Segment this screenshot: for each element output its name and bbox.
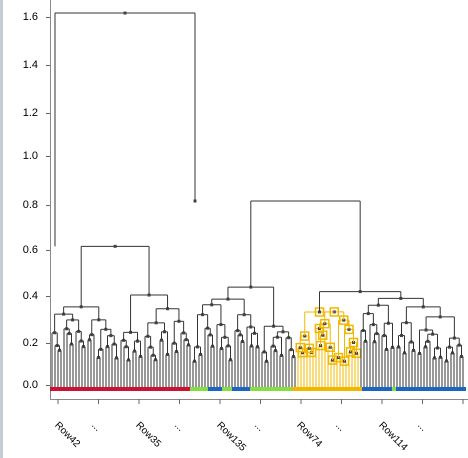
cluster-color-strip: [50, 387, 190, 391]
x-axis-line: [50, 399, 468, 400]
y-tick-label: 1.4: [22, 59, 38, 71]
tree-node: [123, 11, 127, 15]
y-tick-mark: [46, 113, 50, 114]
tree-node: [113, 244, 117, 248]
y-tick-mark: [46, 343, 50, 344]
y-tick-mark: [46, 205, 50, 206]
y-tick-label: 0.4: [22, 290, 38, 302]
y-tick-mark: [46, 17, 50, 18]
y-tick-label: 1.6: [22, 11, 38, 23]
y-tick-mark: [46, 250, 50, 251]
cluster-color-strip: [222, 387, 232, 391]
cluster-color-strip: [190, 387, 208, 391]
cluster-color-strip: [396, 387, 466, 391]
cluster-color-strip: [362, 387, 392, 391]
y-tick-label: 0.2: [22, 337, 38, 349]
cluster-color-strip: [392, 387, 396, 391]
cluster-color-strip: [250, 387, 292, 391]
panel-left-border: [0, 0, 3, 458]
y-tick-mark: [46, 65, 50, 66]
y-tick-label: 1.2: [22, 107, 38, 119]
cluster-color-strip: [292, 387, 362, 391]
y-tick-mark: [46, 156, 50, 157]
cluster-color-strip: [208, 387, 222, 391]
y-tick-label: 0.8: [22, 199, 38, 211]
y-tick-mark: [46, 296, 50, 297]
cluster-color-strip: [232, 387, 236, 391]
y-tick-label: 0.6: [22, 244, 38, 256]
y-tick-label: 1.0: [22, 150, 38, 162]
y-tick-label: 0.0: [22, 379, 38, 391]
cluster-color-strip: [236, 387, 250, 391]
y-axis-line: [50, 0, 51, 400]
y-tick-mark: [46, 385, 50, 386]
